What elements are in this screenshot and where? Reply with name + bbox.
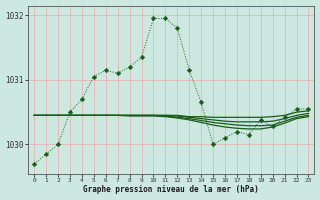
X-axis label: Graphe pression niveau de la mer (hPa): Graphe pression niveau de la mer (hPa) <box>84 185 259 194</box>
